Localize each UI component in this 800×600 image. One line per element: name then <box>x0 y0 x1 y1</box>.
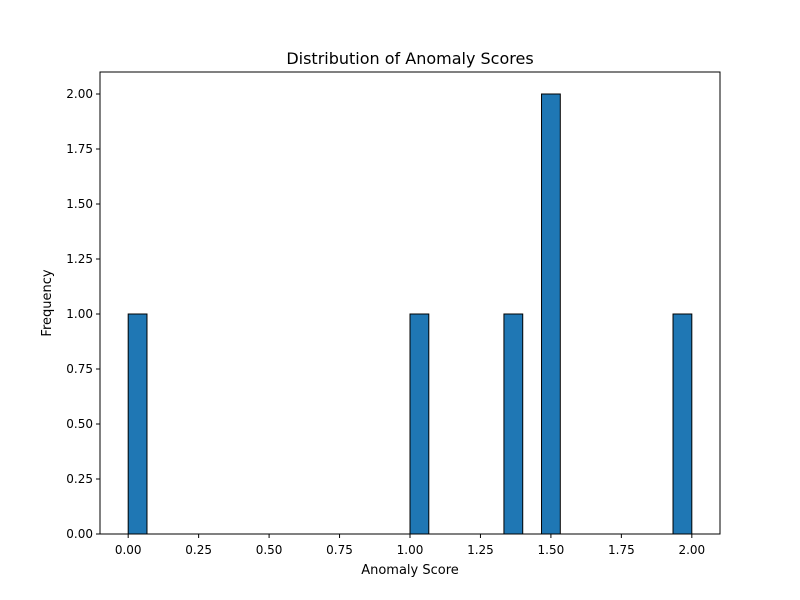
y-tick-label-4: 1.00 <box>66 307 93 321</box>
y-axis: 0.00 0.25 0.50 0.75 1.00 1.25 1.50 1.75 2.00 <box>66 87 100 541</box>
x-tick-label-8: 2.00 <box>678 543 705 557</box>
y-axis-title: Frequency <box>40 269 55 336</box>
x-axis: 0.00 0.25 0.50 0.75 1.00 1.25 1.50 1.75 2.00 <box>115 534 705 557</box>
x-tick-label-3: 0.75 <box>326 543 353 557</box>
x-tick-label-7: 1.75 <box>608 543 635 557</box>
y-tick-label-1: 0.25 <box>66 472 93 486</box>
x-axis-title: Anomaly Score <box>361 563 459 578</box>
x-tick-label-0: 0.00 <box>115 543 142 557</box>
x-tick-label-4: 1.00 <box>397 543 424 557</box>
y-tick-label-7: 1.75 <box>66 142 93 156</box>
histogram-bar-3 <box>541 93 561 535</box>
chart-title: Distribution of Anomaly Scores <box>286 49 533 68</box>
histogram-bar-1 <box>409 313 430 535</box>
y-tick-label-2: 0.50 <box>66 417 93 431</box>
y-tick-label-0: 0.00 <box>66 527 93 541</box>
x-tick-label-5: 1.25 <box>467 543 494 557</box>
histogram-bar-0 <box>127 313 148 535</box>
x-tick-label-6: 1.50 <box>538 543 565 557</box>
histogram-bar-2 <box>503 313 524 535</box>
x-tick-label-2: 0.50 <box>256 543 283 557</box>
y-tick-label-5: 1.25 <box>66 252 93 266</box>
histogram-bar-4 <box>672 313 693 535</box>
y-tick-label-3: 0.75 <box>66 362 93 376</box>
y-tick-label-8: 2.00 <box>66 87 93 101</box>
bars-layer <box>127 93 693 535</box>
x-tick-label-1: 0.25 <box>185 543 212 557</box>
y-tick-label-6: 1.50 <box>66 197 93 211</box>
